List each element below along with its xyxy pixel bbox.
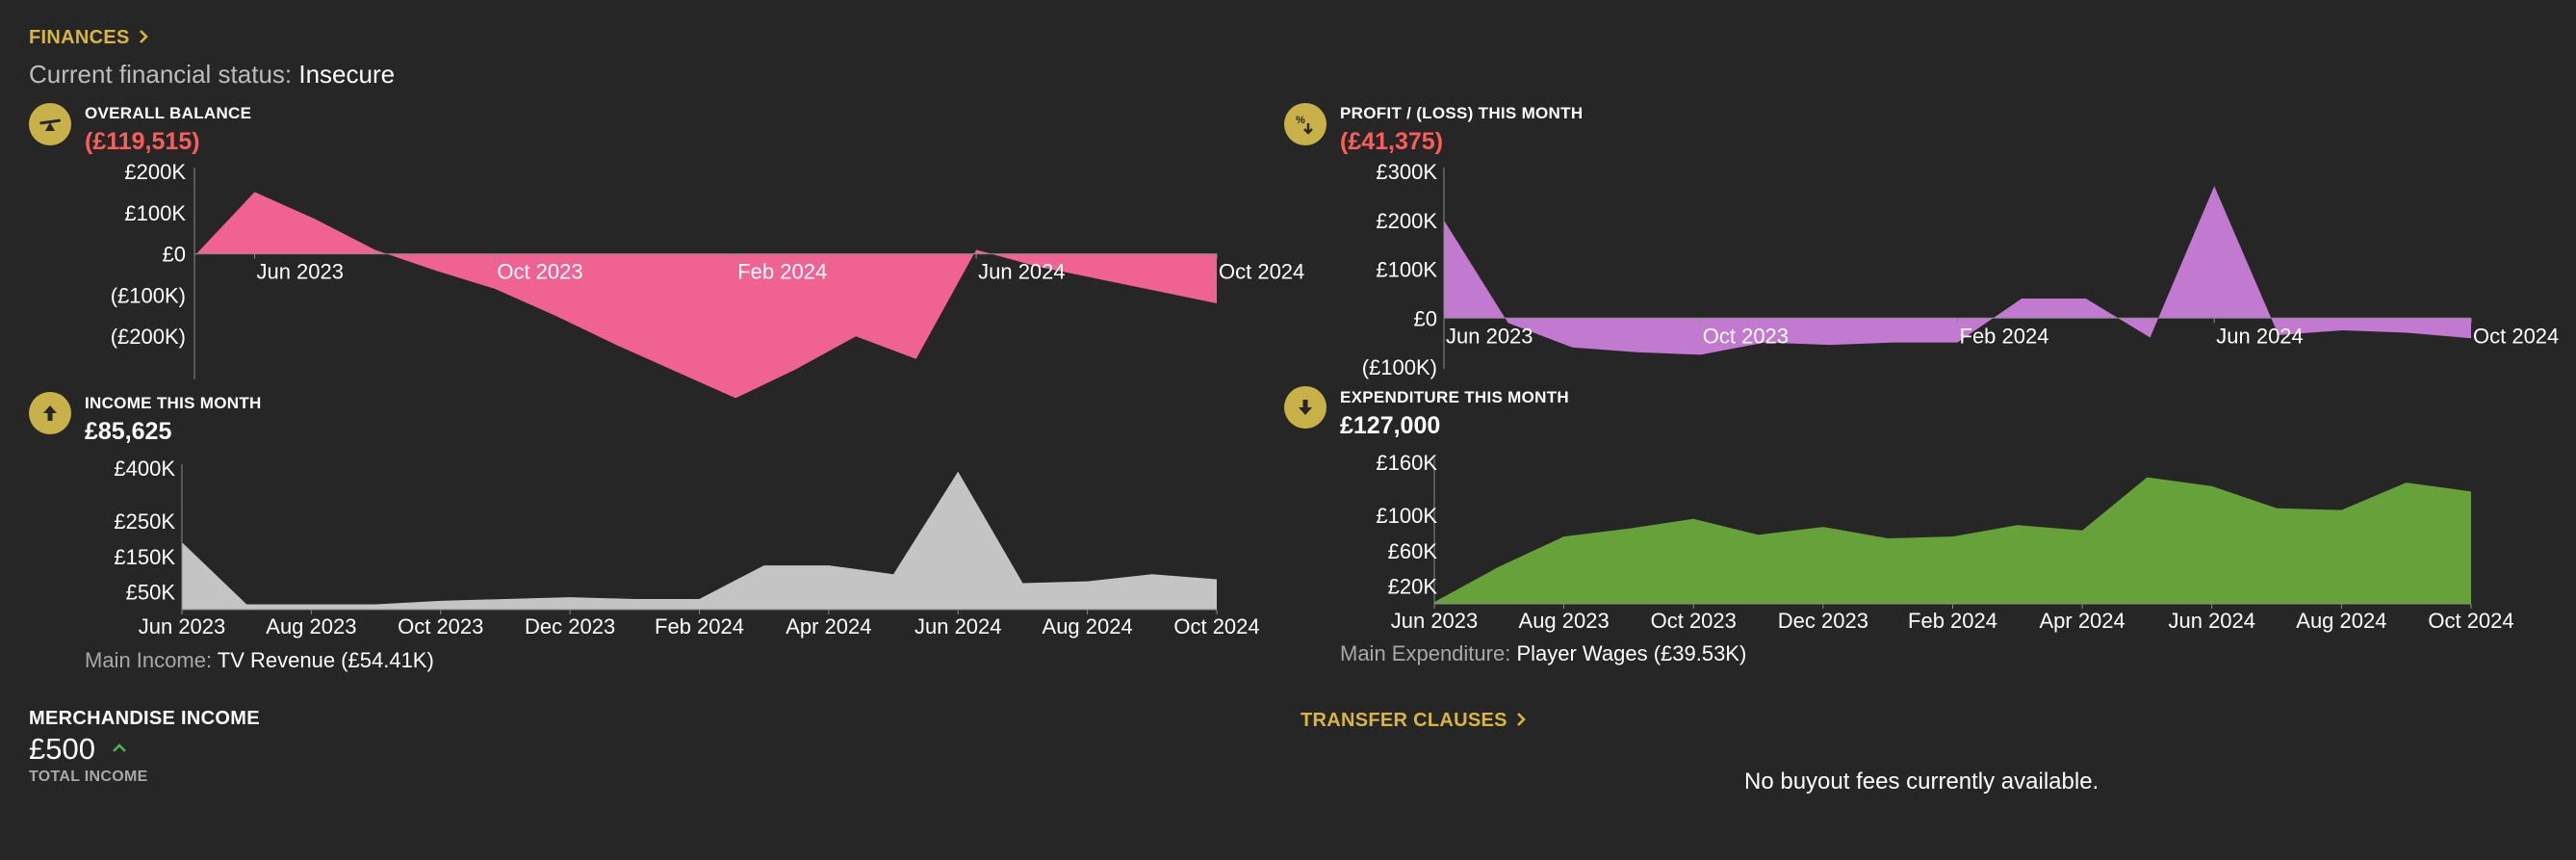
expenditure-x-tick-label: Aug 2023	[1519, 609, 1610, 633]
income-x-tick-label: Dec 2023	[525, 614, 615, 638]
merchandise-title: MERCHANDISE INCOME	[29, 708, 260, 729]
chevron-right-icon	[139, 30, 148, 43]
balance-x-tick-label: Jun 2023	[256, 260, 344, 284]
balance-y-tick-label: £200K	[124, 160, 186, 184]
balance-y-tick-label: £0	[163, 243, 186, 267]
transfer-empty-message: No buyout fees currently available.	[1744, 769, 2099, 795]
income-value: £85,625	[85, 418, 172, 445]
balance-x-tick-label: Oct 2023	[497, 260, 582, 284]
balance-y-tick-label: (£100K)	[111, 283, 186, 307]
merchandise-subtitle: TOTAL INCOME	[29, 769, 148, 785]
expenditure-y-tick-label: £100K	[1376, 504, 1437, 528]
expenditure-x-tick-label: Dec 2023	[1778, 609, 1868, 633]
main-expenditure: Main Expenditure: Player Wages (£39.53K)	[1340, 641, 1746, 666]
balance-x-tick-label: Feb 2024	[737, 260, 827, 284]
income-x-tick-label: Oct 2023	[398, 614, 483, 638]
profit-x-tick-label: Jun 2023	[1446, 324, 1533, 348]
income-y-tick-label: £400K	[114, 456, 175, 481]
income-x-tick-label: Oct 2024	[1173, 614, 1259, 638]
expenditure-x-tick-label: Jun 2023	[1391, 609, 1479, 633]
expenditure-value: £127,000	[1340, 412, 1441, 439]
chevron-right-icon	[1516, 713, 1526, 726]
balance-y-tick-label: (£200K)	[111, 325, 186, 349]
arrow-down-icon	[1284, 386, 1327, 429]
income-x-tick-label: Jun 2024	[914, 614, 1002, 638]
expenditure-title: EXPENDITURE THIS MONTH	[1340, 388, 1570, 406]
profit-y-tick-label: £100K	[1376, 258, 1437, 282]
scales-icon	[29, 103, 71, 145]
financial-status-value: Insecure	[298, 60, 396, 89]
income-x-tick-label: Aug 2023	[266, 614, 356, 638]
profit-y-tick-label: £200K	[1376, 209, 1437, 233]
income-x-tick-label: Aug 2024	[1043, 614, 1133, 638]
main-income: Main Income: TV Revenue (£54.41K)	[85, 648, 434, 673]
income-area	[182, 471, 1217, 610]
profit-x-tick-label: Oct 2023	[1703, 324, 1789, 348]
profit-area	[1444, 186, 2471, 355]
arrow-up-icon	[29, 392, 71, 434]
main-income-value: TV Revenue (£54.41K)	[217, 648, 434, 672]
income-title: INCOME THIS MONTH	[85, 394, 262, 412]
main-income-label: Main Income:	[85, 648, 213, 672]
transfer-clauses-label: TRANSFER CLAUSES	[1301, 710, 1507, 731]
balance-title: OVERALL BALANCE	[85, 104, 252, 122]
income-x-tick-label: Feb 2024	[655, 614, 744, 638]
expenditure-x-tick-label: Jun 2024	[2168, 609, 2255, 633]
profit-x-tick-label: Jun 2024	[2216, 324, 2304, 348]
profit-y-tick-label: (£100K)	[1362, 355, 1437, 379]
financial-status: Current financial status: Insecure	[29, 60, 395, 90]
svg-text:%: %	[1296, 115, 1305, 126]
main-expenditure-label: Main Expenditure:	[1340, 641, 1511, 665]
balance-area	[194, 192, 1217, 399]
profit-title: PROFIT / (LOSS) THIS MONTH	[1340, 104, 1584, 122]
finances-link[interactable]: FINANCES	[29, 27, 149, 49]
financial-status-label: Current financial status:	[29, 60, 293, 89]
expenditure-y-tick-label: £160K	[1376, 451, 1437, 475]
finances-link-label: FINANCES	[29, 27, 130, 48]
income-y-tick-label: £150K	[114, 545, 175, 569]
profit-value: (£41,375)	[1340, 128, 1444, 155]
expenditure-x-tick-label: Oct 2024	[2428, 609, 2513, 633]
percent-change-icon: %	[1284, 103, 1327, 145]
income-y-tick-label: £250K	[114, 509, 175, 534]
expenditure-y-tick-label: £60K	[1388, 539, 1438, 563]
income-y-tick-label: £50K	[126, 581, 176, 605]
transfer-clauses-link[interactable]: TRANSFER CLAUSES	[1301, 710, 1527, 732]
expenditure-y-tick-label: £20K	[1388, 575, 1438, 599]
balance-x-tick-label: Oct 2024	[1219, 260, 1304, 284]
expenditure-x-tick-label: Aug 2024	[2296, 609, 2386, 633]
income-x-tick-label: Apr 2024	[786, 614, 871, 638]
main-expenditure-value: Player Wages (£39.53K)	[1516, 641, 1747, 665]
income-x-tick-label: Jun 2023	[139, 614, 226, 638]
profit-y-tick-label: £0	[1414, 306, 1437, 330]
expenditure-x-tick-label: Apr 2024	[2039, 609, 2125, 633]
up-arrow-icon	[112, 743, 126, 752]
balance-y-tick-label: £100K	[124, 201, 186, 225]
profit-x-tick-label: Oct 2024	[2473, 324, 2559, 348]
balance-value: (£119,515)	[85, 128, 200, 155]
profit-y-tick-label: £300K	[1376, 160, 1437, 184]
expenditure-x-tick-label: Feb 2024	[1908, 609, 1997, 633]
merchandise-value: £500	[29, 732, 95, 766]
profit-x-tick-label: Feb 2024	[1960, 324, 2049, 348]
merchandise-value-row: £500	[29, 732, 127, 767]
balance-x-tick-label: Jun 2024	[978, 260, 1066, 284]
expenditure-area	[1434, 477, 2471, 604]
expenditure-x-tick-label: Oct 2023	[1651, 609, 1737, 633]
